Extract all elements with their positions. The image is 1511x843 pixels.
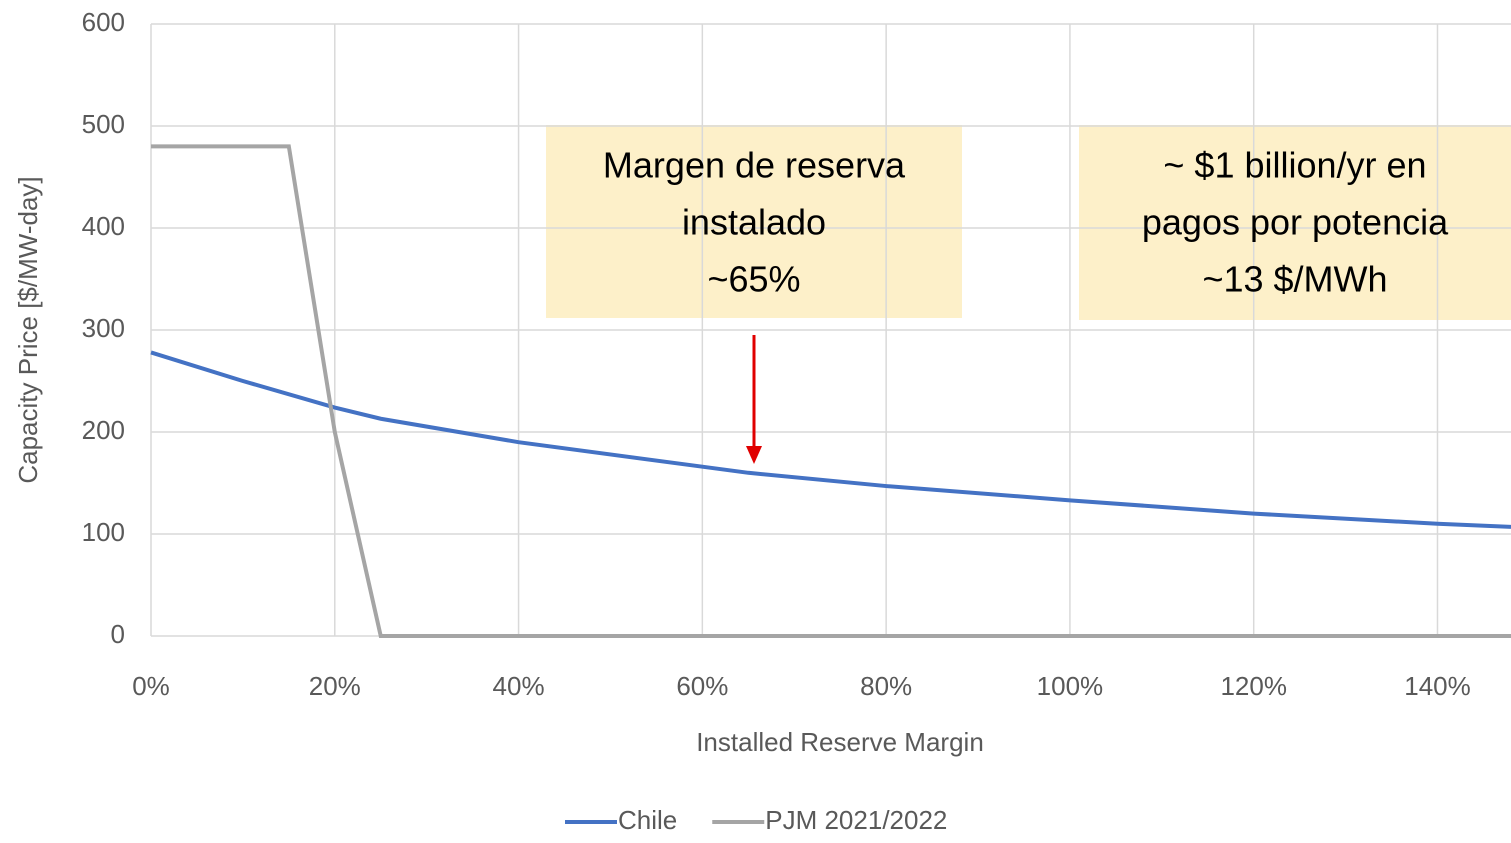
legend-label: Chile — [618, 805, 677, 835]
x-tick-label: 120% — [1220, 671, 1287, 701]
y-axis-title: Capacity Price [$/MW-day] — [13, 176, 43, 483]
annotation-text: ~ $1 billion/yr en — [1163, 145, 1426, 186]
arrow-head — [746, 446, 762, 464]
x-tick-label: 140% — [1404, 671, 1471, 701]
x-tick-label: 40% — [493, 671, 545, 701]
y-tick-label: 200 — [82, 415, 125, 445]
x-tick-label: 100% — [1037, 671, 1104, 701]
annotation-text: instalado — [682, 202, 826, 243]
y-tick-label: 600 — [82, 7, 125, 37]
y-tick-label: 0 — [111, 619, 125, 649]
x-tick-label: 0% — [132, 671, 170, 701]
annotation-text: ~65% — [707, 259, 800, 300]
y-tick-label: 500 — [82, 109, 125, 139]
y-tick-label: 300 — [82, 313, 125, 343]
x-tick-label: 20% — [309, 671, 361, 701]
annotation-text: ~13 $/MWh — [1202, 259, 1387, 300]
series-line — [150, 350, 1511, 529]
y-tick-label: 100 — [82, 517, 125, 547]
annotation-text: pagos por potencia — [1142, 202, 1449, 243]
x-tick-label: 80% — [860, 671, 912, 701]
x-axis-title: Installed Reserve Margin — [696, 727, 984, 757]
legend-label: PJM 2021/2022 — [765, 805, 947, 835]
y-tick-label: 400 — [82, 211, 125, 241]
annotation-text: Margen de reserva — [603, 145, 906, 186]
annotation-box — [1079, 125, 1511, 320]
series-line — [151, 144, 1511, 638]
x-tick-label: 60% — [676, 671, 728, 701]
annotation-box — [546, 125, 962, 318]
